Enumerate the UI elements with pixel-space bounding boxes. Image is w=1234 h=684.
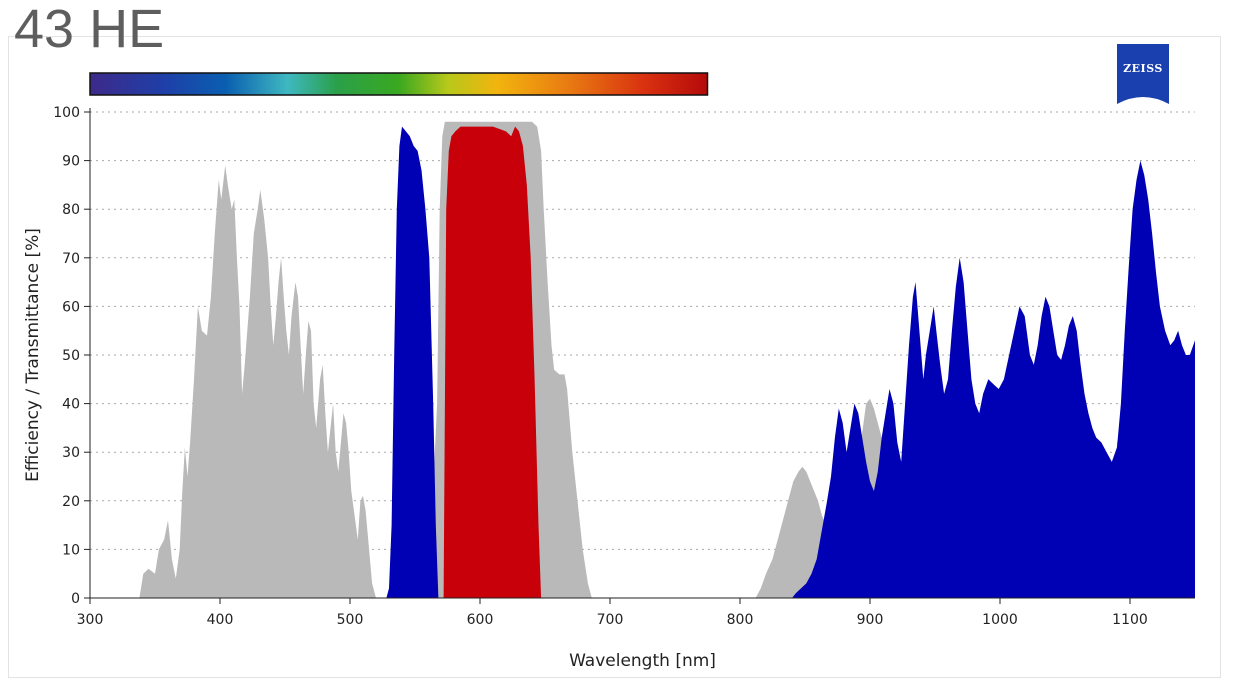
chart-frame bbox=[8, 36, 1221, 678]
y-tick-label-60: 60 bbox=[62, 299, 80, 315]
filter-set-title: 43 HE bbox=[14, 0, 165, 59]
x-tick-label-800: 800 bbox=[727, 612, 754, 628]
y-tick-label-10: 10 bbox=[62, 542, 80, 558]
x-tick-label-700: 700 bbox=[597, 612, 624, 628]
tick-labels: 0 10 20 30 40 50 60 70 80 90 100 300 400 500 600 700 800… bbox=[53, 105, 1148, 628]
y-tick-label-0: 0 bbox=[71, 591, 80, 607]
y-tick-label-20: 20 bbox=[62, 494, 80, 510]
y-tick-label-90: 90 bbox=[62, 154, 80, 170]
series-layer bbox=[139, 121, 1195, 598]
zeiss-logo: ZEISS bbox=[1117, 44, 1169, 104]
grid-lines bbox=[90, 111, 1195, 550]
y-tick-label-50: 50 bbox=[62, 348, 80, 364]
x-axis-label: Wavelength [nm] bbox=[569, 651, 716, 671]
x-tick-label-1100: 1100 bbox=[1112, 612, 1148, 628]
x-tick-label-900: 900 bbox=[857, 612, 884, 628]
y-axis-label: Efficiency / Transmittance [%] bbox=[23, 228, 43, 482]
color-spectrum-bar bbox=[89, 72, 709, 96]
x-tick-label-1000: 1000 bbox=[982, 612, 1018, 628]
series-emission-4 bbox=[443, 126, 542, 598]
x-tick-label-500: 500 bbox=[337, 612, 364, 628]
y-tick-label-100: 100 bbox=[53, 105, 80, 121]
y-tick-label-30: 30 bbox=[62, 445, 80, 461]
x-tick-label-400: 400 bbox=[207, 612, 234, 628]
zeiss-logo-shape bbox=[1117, 44, 1169, 104]
series-excitation-3 bbox=[792, 160, 1195, 598]
x-tick-label-600: 600 bbox=[467, 612, 494, 628]
y-tick-label-70: 70 bbox=[62, 251, 80, 267]
y-tick-label-80: 80 bbox=[62, 202, 80, 218]
zeiss-logo-text: ZEISS bbox=[1123, 62, 1163, 75]
series-excitation-2 bbox=[386, 126, 439, 598]
x-tick-label-300: 300 bbox=[77, 612, 104, 628]
y-tick-label-40: 40 bbox=[62, 397, 80, 413]
axes bbox=[89, 108, 1195, 599]
